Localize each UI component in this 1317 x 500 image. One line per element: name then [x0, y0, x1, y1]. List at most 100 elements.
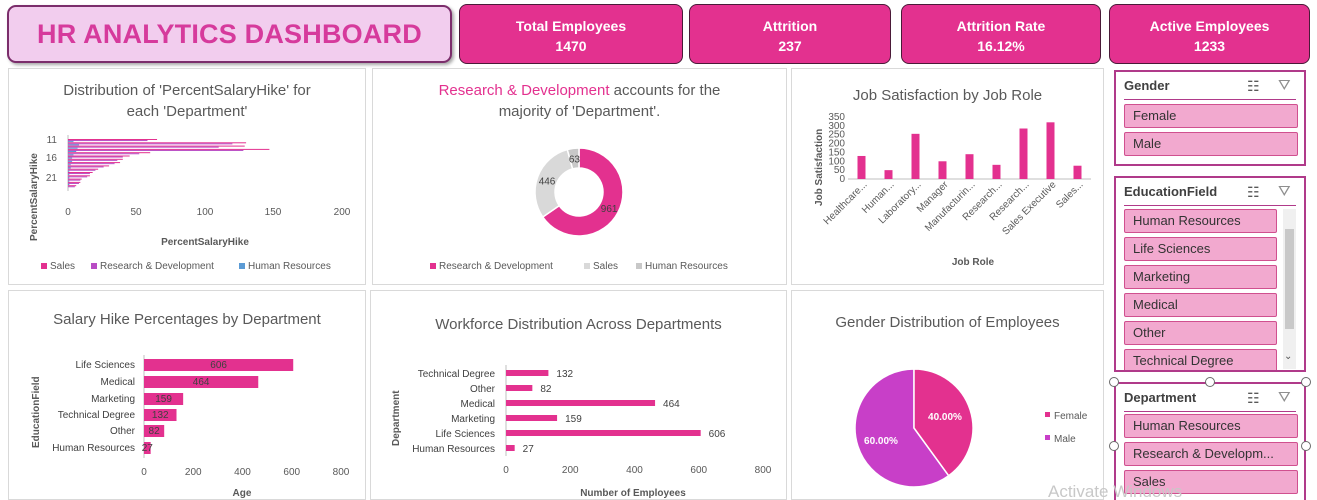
- slicer-title: Gender: [1124, 78, 1170, 93]
- chart-job-satisfaction[interactable]: Job Satisfaction by Job Role Job Satisfa…: [791, 68, 1104, 285]
- legend-swatch-rnd: [91, 263, 97, 269]
- slicer-item[interactable]: Marketing: [1124, 265, 1277, 289]
- data-label: 132: [152, 410, 169, 421]
- kpi-value: 1233: [1193, 38, 1226, 54]
- y-tick: 250: [828, 130, 845, 141]
- kpi-label: Attrition: [762, 18, 818, 34]
- y-axis-title: EducationField: [31, 376, 42, 448]
- scroll-down-icon[interactable]: ⌄: [1284, 351, 1293, 362]
- bar: [68, 175, 90, 177]
- data-label: 446: [539, 176, 556, 187]
- slicer-item[interactable]: Technical Degree: [1124, 349, 1277, 370]
- chart-gender-distribution[interactable]: Gender Distribution of Employees 40.00% …: [791, 290, 1104, 500]
- legend-rnd: Research & Development: [100, 261, 214, 272]
- x-axis-title: Age: [233, 488, 252, 499]
- bar: [68, 156, 123, 158]
- bar: [68, 167, 71, 169]
- slicer-item[interactable]: Medical: [1124, 293, 1277, 317]
- y-axis-title: PercentSalaryHike: [29, 153, 40, 241]
- chart-workforce-distribution[interactable]: Workforce Distribution Across Department…: [370, 290, 787, 500]
- data-label: 132: [556, 369, 573, 380]
- x-tick: 0: [65, 207, 71, 218]
- slicer-item[interactable]: Life Sciences: [1124, 237, 1277, 261]
- scrollbar-thumb[interactable]: [1285, 229, 1294, 329]
- y-tick: 50: [834, 165, 846, 176]
- data-label: 464: [193, 377, 210, 388]
- clear-filter-icon[interactable]: ⛛: [1278, 183, 1291, 200]
- slicer-item[interactable]: Human Resources: [1124, 414, 1298, 438]
- pie-slice: [854, 368, 950, 488]
- kpi-active-employees[interactable]: Active Employees 1233: [1109, 4, 1310, 64]
- y-tick: Life Sciences: [436, 429, 495, 440]
- y-tick: Medical: [101, 377, 135, 388]
- y-tick: Life Sciences: [76, 360, 135, 371]
- bar: [68, 174, 70, 176]
- bar: [68, 173, 90, 175]
- x-tick: Healthcare...: [822, 179, 870, 227]
- bar: [68, 149, 244, 151]
- slicer-scrollbar[interactable]: ⌄: [1283, 209, 1296, 369]
- bar: [68, 142, 247, 144]
- resize-handle[interactable]: [1301, 441, 1311, 451]
- legend-swatch-hr: [239, 263, 245, 269]
- chart-salary-hike-by-department[interactable]: Salary Hike Percentages by Department Ed…: [8, 290, 366, 500]
- data-label: 82: [540, 384, 552, 395]
- x-axis-title: PercentSalaryHike: [161, 237, 249, 248]
- resize-handle[interactable]: [1205, 377, 1215, 387]
- bar: [68, 147, 78, 149]
- slicer-item[interactable]: Human Resources: [1124, 209, 1277, 233]
- bar: [506, 430, 701, 436]
- legend-swatch-sales: [41, 263, 47, 269]
- bar: [68, 162, 121, 164]
- x-tick: 800: [755, 465, 772, 476]
- slicer-title: Department: [1124, 390, 1197, 405]
- chart-department-donut[interactable]: Research & Development accounts for the …: [372, 68, 787, 285]
- kpi-attrition[interactable]: Attrition 237: [689, 4, 891, 64]
- chart4-svg: EducationField Age Life Sciences 606 Medic…: [31, 355, 350, 499]
- bar: [68, 157, 73, 159]
- legend-rnd: Research & Development: [439, 261, 553, 272]
- bar: [992, 164, 1001, 179]
- slicer-item-female[interactable]: Female: [1124, 104, 1298, 128]
- multi-select-icon[interactable]: ☷: [1247, 390, 1260, 406]
- chart-title-rest: accounts for the: [609, 82, 721, 99]
- pie-label-male: 60.00%: [864, 436, 898, 447]
- resize-handle[interactable]: [1109, 441, 1119, 451]
- chart-salary-hike-distribution[interactable]: Distribution of 'PercentSalaryHike' for …: [8, 68, 366, 285]
- multi-select-icon[interactable]: ☷: [1247, 184, 1260, 200]
- legend-swatch-hr: [636, 263, 642, 269]
- y-tick: 200: [828, 139, 845, 150]
- multi-select-icon[interactable]: ☷: [1247, 78, 1260, 94]
- slicer-item-male[interactable]: Male: [1124, 132, 1298, 156]
- legend-sales: Sales: [593, 261, 618, 272]
- resize-handle[interactable]: [1109, 377, 1119, 387]
- bar: [68, 182, 79, 184]
- chart-title: Job Satisfaction by Job Role: [852, 87, 1043, 104]
- bar: [506, 445, 515, 451]
- slicer-item[interactable]: Research & Developm...: [1124, 442, 1298, 466]
- kpi-attrition-rate[interactable]: Attrition Rate 16.12%: [901, 4, 1101, 64]
- chart-title-line1: Distribution of 'PercentSalaryHike' for: [63, 82, 311, 99]
- x-tick: 0: [141, 467, 147, 478]
- bar: [938, 161, 947, 179]
- bar: [68, 169, 96, 171]
- resize-handle[interactable]: [1301, 377, 1311, 387]
- data-label: 159: [565, 414, 582, 425]
- slicer-education-field[interactable]: EducationField ☷ ⛛ Human Resources Life …: [1114, 176, 1306, 372]
- kpi-total-employees[interactable]: Total Employees 1470: [459, 4, 683, 64]
- clear-filter-icon[interactable]: ⛛: [1278, 77, 1291, 94]
- slicer-item[interactable]: Other: [1124, 321, 1277, 345]
- slicer-item[interactable]: Sales: [1124, 470, 1298, 494]
- bar: [506, 385, 533, 391]
- y-tick: 350: [828, 112, 845, 123]
- slicer-department[interactable]: Department ☷ ⛛ Human Resources Research …: [1114, 382, 1306, 500]
- bar: [68, 145, 245, 147]
- bar: [68, 155, 130, 157]
- slicer-gender[interactable]: Gender ☷ ⛛ Female Male: [1114, 70, 1306, 166]
- x-tick: 200: [185, 467, 202, 478]
- bar: [68, 178, 82, 180]
- clear-filter-icon[interactable]: ⛛: [1278, 389, 1291, 406]
- chart-title: Distribution of 'PercentSalaryHike' for …: [9, 80, 365, 122]
- bar: [68, 143, 233, 145]
- windows-activation-watermark: Activate Windows: [1048, 482, 1183, 500]
